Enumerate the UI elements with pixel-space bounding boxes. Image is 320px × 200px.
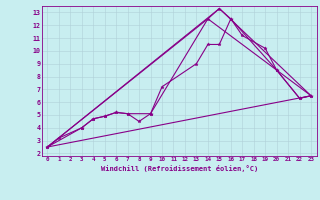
X-axis label: Windchill (Refroidissement éolien,°C): Windchill (Refroidissement éolien,°C) <box>100 165 258 172</box>
